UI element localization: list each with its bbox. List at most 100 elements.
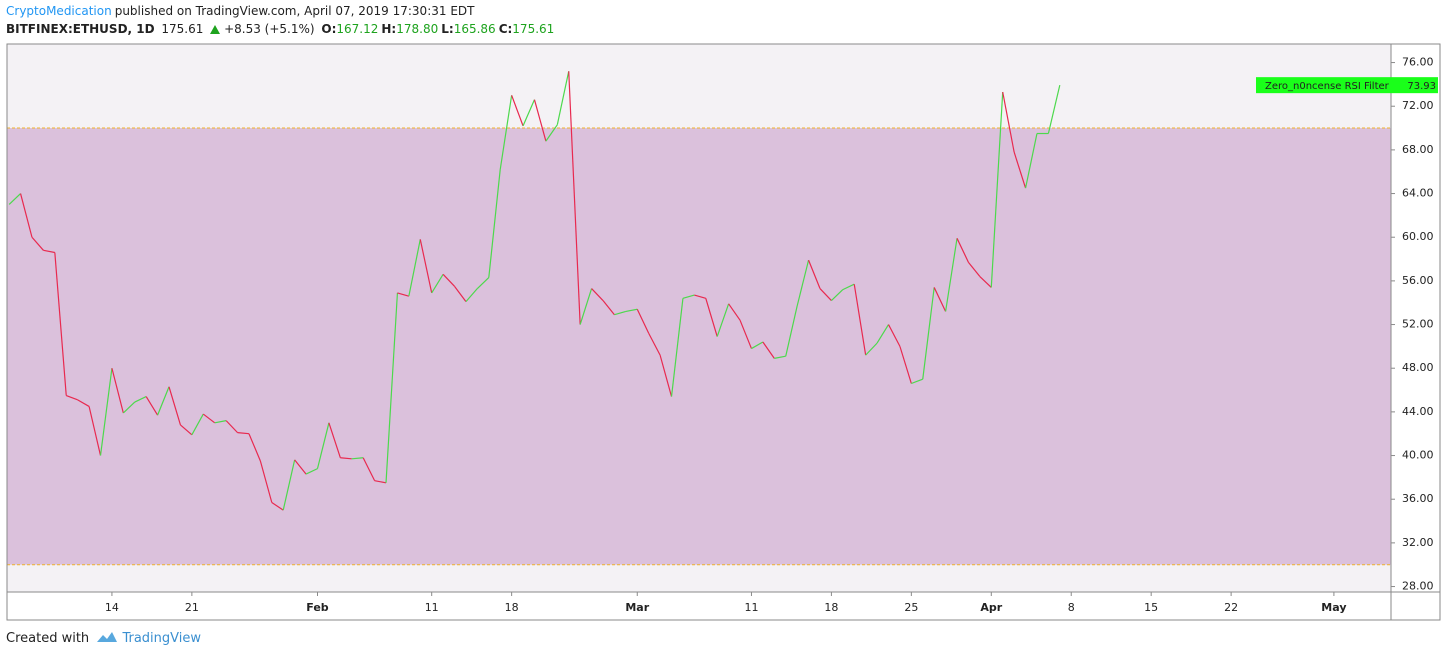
y-tick-label: 40.00 <box>1402 449 1434 462</box>
line-segment <box>522 99 536 127</box>
line-segment <box>614 310 627 316</box>
line-segment <box>556 71 570 125</box>
y-tick-label: 32.00 <box>1402 536 1434 549</box>
line-segment <box>282 459 296 511</box>
line-segment <box>602 300 615 316</box>
line-segment <box>465 288 478 303</box>
line-segment <box>751 341 764 350</box>
ohlc-label: O: <box>321 22 337 36</box>
line-segment <box>796 259 810 307</box>
symbol: BITFINEX:ETHUSD, 1D <box>6 22 155 36</box>
line-segment <box>259 460 273 503</box>
line-segment <box>54 252 67 396</box>
line-segment <box>545 124 558 142</box>
x-tick-label: Mar <box>625 601 649 614</box>
line-segment <box>853 284 867 356</box>
line-segment <box>591 288 604 301</box>
y-tick-label: 68.00 <box>1402 143 1434 156</box>
line-segment <box>157 386 170 416</box>
line-segment <box>956 238 969 263</box>
line-segment <box>716 303 730 337</box>
y-tick-label: 48.00 <box>1402 361 1434 374</box>
y-tick-label: 76.00 <box>1402 56 1434 69</box>
up-arrow <box>210 25 221 34</box>
line-segment <box>979 276 992 288</box>
y-tick-label: 56.00 <box>1402 274 1434 287</box>
x-tick-label: 22 <box>1224 601 1238 614</box>
line-segment <box>728 303 741 321</box>
x-tick-label: 15 <box>1144 601 1158 614</box>
line-segment <box>66 394 78 401</box>
line-segment <box>648 333 661 356</box>
line-segment <box>830 289 844 301</box>
line-segment <box>659 354 673 397</box>
line-segment <box>237 432 250 435</box>
line-segment <box>328 422 341 458</box>
line-segment <box>385 292 399 483</box>
author-link[interactable]: CryptoMedication <box>6 4 112 18</box>
line-segment <box>887 324 901 347</box>
line-segment <box>316 422 330 469</box>
ohlc-label: L: <box>441 22 454 36</box>
line-segment <box>990 91 1004 288</box>
line-segment <box>876 324 890 344</box>
line-segment <box>419 239 433 294</box>
line-segment <box>248 433 261 462</box>
x-tick-label: 11 <box>425 601 439 614</box>
y-tick-label: 60.00 <box>1402 230 1434 243</box>
line-segment <box>705 298 718 337</box>
line-segment <box>579 288 593 325</box>
line-segment <box>43 249 55 254</box>
line-segment <box>111 368 124 414</box>
logo <box>97 632 118 642</box>
line-segment <box>568 71 581 325</box>
published: published on TradingView.com, April 07, … <box>114 4 475 18</box>
x-tick-label: Apr <box>980 601 1002 614</box>
y-tick-label: 64.00 <box>1402 187 1434 200</box>
plot-layer <box>7 71 1391 566</box>
ohlc-label: C: <box>498 22 513 36</box>
line-segment <box>191 413 204 436</box>
line-segment <box>168 386 182 426</box>
footer: Created with TradingView <box>6 631 204 646</box>
x-tick-label: 25 <box>904 601 918 614</box>
line-segment <box>739 319 753 349</box>
line-segment <box>99 368 113 456</box>
ohlc-value: 175.61 <box>512 22 555 36</box>
line-segment <box>842 283 855 291</box>
x-tick-label: May <box>1321 601 1346 614</box>
x-tick-label: 18 <box>824 601 838 614</box>
line-segment <box>1002 91 1015 153</box>
line-segment <box>19 193 33 238</box>
legend-name: Zero_n0ncense RSI Filter <box>1265 81 1390 92</box>
line-segment <box>945 238 958 312</box>
ohlc-value: 178.80 <box>396 22 439 36</box>
brand-link[interactable]: TradingView <box>122 631 201 646</box>
line-segment <box>145 396 159 416</box>
line-segment <box>636 309 650 334</box>
y-tick-label: 52.00 <box>1402 318 1434 331</box>
line-segment <box>808 259 821 289</box>
line-segment <box>785 305 798 357</box>
y-tick-label: 28.00 <box>1402 580 1434 593</box>
line-segment <box>305 468 318 475</box>
line-segment <box>362 457 376 481</box>
line-segment <box>1013 151 1027 189</box>
line-segment <box>511 95 524 127</box>
line-segment <box>214 420 227 424</box>
line-segment <box>294 459 307 475</box>
x-tick-label: 14 <box>105 601 119 614</box>
line-segment <box>922 287 935 380</box>
x-tick-label: Feb <box>306 601 329 614</box>
ohlc-value: 167.12 <box>336 22 379 36</box>
line-segment <box>88 406 102 456</box>
line-segment <box>442 273 455 287</box>
line-segment <box>134 396 147 403</box>
line-segment <box>819 288 832 301</box>
change: +8.53 (+5.1%) <box>224 22 315 36</box>
line-segment <box>933 287 947 312</box>
ohlc-value: 165.86 <box>453 22 496 36</box>
line-segment <box>967 261 981 277</box>
line-segment <box>499 95 513 170</box>
y-tick-label: 72.00 <box>1402 99 1434 112</box>
